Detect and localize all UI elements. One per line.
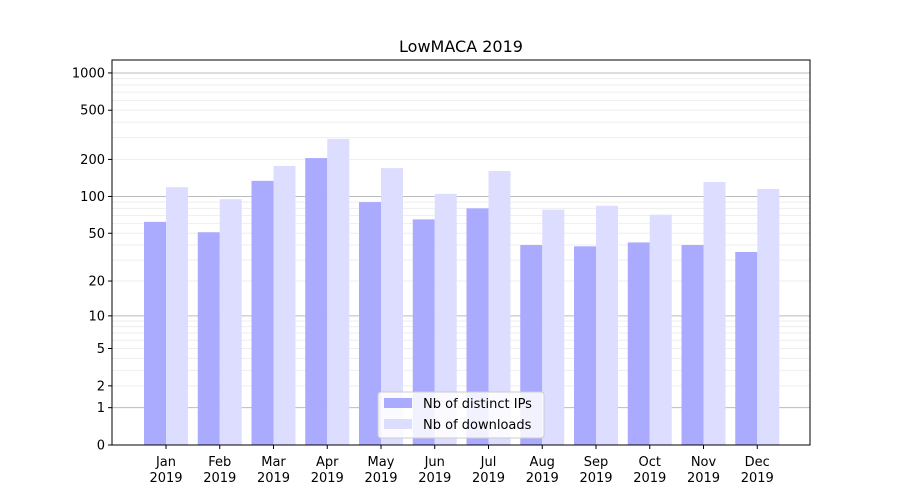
y-tick-label: 20 xyxy=(88,275,105,290)
bar-distinct-ips xyxy=(197,232,220,445)
x-tick-label-month: May xyxy=(368,455,395,470)
x-tick-label-month: Aug xyxy=(530,455,555,470)
bar-downloads xyxy=(757,189,780,445)
bar-distinct-ips xyxy=(735,252,758,445)
x-tick-label-year: 2019 xyxy=(149,471,182,486)
chart-title: LowMACA 2019 xyxy=(399,37,523,56)
x-tick-label-month: Oct xyxy=(639,455,661,470)
x-tick-label-year: 2019 xyxy=(203,471,236,486)
x-tick-label-month: Apr xyxy=(316,455,339,470)
bar-distinct-ips xyxy=(681,245,704,445)
y-tick-label: 0 xyxy=(97,439,105,454)
bar-distinct-ips xyxy=(627,242,650,445)
x-tick-label-month: Jul xyxy=(480,455,497,470)
bar-distinct-ips xyxy=(359,202,381,445)
bar-distinct-ips xyxy=(251,180,274,445)
bar-distinct-ips xyxy=(305,158,328,446)
y-tick-label: 5 xyxy=(97,342,105,357)
x-tick-label-month: Mar xyxy=(261,455,286,470)
x-tick-label-year: 2019 xyxy=(579,471,612,486)
y-tick-label: 100 xyxy=(80,190,105,205)
x-tick-label-month: Jun xyxy=(424,455,445,470)
bar-downloads xyxy=(703,182,726,445)
x-tick-label-year: 2019 xyxy=(311,471,344,486)
y-tick-label: 10 xyxy=(88,309,105,324)
bar-distinct-ips xyxy=(412,219,435,445)
y-tick-label: 200 xyxy=(80,153,105,168)
bar-downloads xyxy=(434,193,457,445)
x-tick-label-year: 2019 xyxy=(257,471,290,486)
bar-downloads xyxy=(542,209,565,445)
x-tick-label-year: 2019 xyxy=(741,471,774,486)
bar-distinct-ips xyxy=(144,221,166,445)
bar-distinct-ips xyxy=(574,246,596,445)
x-tick-label-month: Feb xyxy=(208,455,231,470)
bar-downloads xyxy=(381,168,403,446)
x-tick-label-year: 2019 xyxy=(687,471,720,486)
bar-downloads xyxy=(327,138,350,445)
x-tick-label-year: 2019 xyxy=(472,471,505,486)
y-tick-label: 1 xyxy=(97,401,105,416)
legend-swatch xyxy=(384,398,412,408)
x-tick-label-month: Sep xyxy=(584,455,609,470)
y-tick-label: 2 xyxy=(97,379,105,394)
legend-box xyxy=(377,391,545,439)
bar-downloads xyxy=(488,171,511,445)
x-tick-label-year: 2019 xyxy=(526,471,559,486)
bar-downloads xyxy=(596,205,618,445)
x-tick-label-month: Jan xyxy=(155,455,176,470)
x-tick-label-year: 2019 xyxy=(418,471,451,486)
y-tick-label: 50 xyxy=(88,227,105,242)
x-tick-label-year: 2019 xyxy=(633,471,666,486)
y-tick-label: 1000 xyxy=(72,66,105,81)
bar-downloads xyxy=(166,187,188,445)
y-tick-label: 500 xyxy=(80,104,105,119)
bar-downloads xyxy=(273,165,296,445)
x-tick-label-month: Dec xyxy=(745,455,770,470)
bar-downloads xyxy=(219,199,242,445)
bar-downloads xyxy=(649,214,672,445)
plot-frame xyxy=(111,59,811,446)
x-tick-label-month: Nov xyxy=(691,455,717,470)
legend-swatch xyxy=(384,419,412,429)
bar-distinct-ips xyxy=(466,208,489,445)
legend-label: Nb of downloads xyxy=(423,418,532,433)
legend-label: Nb of distinct IPs xyxy=(423,397,532,412)
legend: Nb of distinct IPs Nb of downloads xyxy=(377,391,545,439)
x-tick-label-year: 2019 xyxy=(364,471,397,486)
